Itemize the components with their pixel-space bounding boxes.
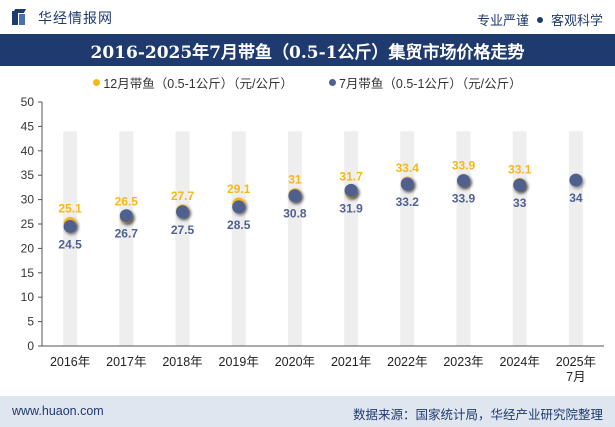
background-bar bbox=[175, 131, 190, 346]
top-header: 华经情报网 专业严谨 客观科学 bbox=[0, 0, 615, 34]
brand-name: 华经情报网 bbox=[38, 10, 113, 26]
y-tick-label: 15 bbox=[21, 266, 35, 280]
y-tick-label: 10 bbox=[21, 290, 35, 304]
footer: www.huaon.com 数据来源：国家统计局，华经产业研究院整理 bbox=[0, 396, 615, 427]
x-tick-label: 2018年 bbox=[162, 355, 202, 369]
background-bar bbox=[344, 131, 359, 346]
legend-swatch-dec-icon bbox=[93, 79, 101, 86]
data-label-dec: 33.9 bbox=[452, 159, 476, 173]
point-jul bbox=[569, 173, 583, 187]
background-bar bbox=[568, 131, 583, 346]
legend-item-dec: 12月带鱼（0.5-1公斤）（元/公斤） bbox=[93, 73, 293, 92]
footer-website-link[interactable]: www.huaon.com bbox=[12, 404, 104, 418]
tagline-left: 专业严谨 bbox=[476, 13, 529, 28]
background-bar bbox=[287, 131, 302, 346]
x-tick-label: 2025年 7月 bbox=[556, 355, 596, 384]
data-label-jul: 28.5 bbox=[227, 218, 251, 232]
y-tick-label: 35 bbox=[21, 168, 35, 182]
y-tick-label: 30 bbox=[21, 193, 35, 207]
x-tick-label: 2020年 bbox=[275, 355, 315, 369]
data-label-dec: 31 bbox=[288, 173, 302, 187]
brand-logo-icon bbox=[12, 9, 30, 27]
background-bar bbox=[119, 131, 134, 346]
x-tick-label: 2022年 bbox=[387, 355, 427, 369]
data-label-dec: 33.4 bbox=[396, 161, 420, 175]
data-label-jul: 31.9 bbox=[339, 201, 363, 215]
legend-swatch-jul-icon bbox=[328, 79, 336, 86]
point-jul bbox=[513, 178, 527, 192]
x-tick-label: 2016年 bbox=[50, 355, 90, 369]
point-jul bbox=[400, 177, 414, 191]
background-bar bbox=[63, 131, 78, 346]
y-tick-label: 25 bbox=[21, 217, 35, 231]
data-label-jul: 33.9 bbox=[452, 192, 476, 206]
point-jul bbox=[119, 209, 133, 223]
data-label-jul: 33 bbox=[513, 196, 527, 210]
x-tick-label: 2017年 bbox=[106, 355, 146, 369]
chart-title: 2016-2025年7月带鱼（0.5-1公斤）集贸市场价格走势 bbox=[90, 42, 525, 63]
data-label-dec: 25.1 bbox=[58, 202, 82, 216]
legend-label-dec: 12月带鱼（0.5-1公斤）（元/公斤） bbox=[103, 77, 293, 91]
data-label-dec: 26.5 bbox=[115, 195, 139, 209]
y-tick-label: 40 bbox=[21, 144, 35, 158]
chart-plot: 0 5 10 15 20 25 30 35 40 45 50 2016年 2017年 2018年 2019年… bbox=[21, 95, 604, 384]
title-bar: 2016-2025年7月带鱼（0.5-1公斤）集贸市场价格走势 bbox=[0, 34, 615, 66]
x-tick-label: 2019年 bbox=[219, 355, 259, 369]
data-label-jul: 24.5 bbox=[58, 237, 82, 251]
data-label-jul: 26.7 bbox=[115, 227, 139, 241]
footer-source: 数据来源：国家统计局，华经产业研究院整理 bbox=[352, 408, 603, 422]
data-label-jul: 27.5 bbox=[171, 223, 195, 237]
x-tick-label: 2024年 bbox=[500, 355, 540, 369]
point-jul bbox=[232, 200, 246, 214]
y-tick-label: 5 bbox=[27, 315, 34, 329]
legend-item-jul: 7月带鱼（0.5-1公斤）（元/公斤） bbox=[328, 73, 522, 92]
tagline: 专业严谨 客观科学 bbox=[477, 10, 603, 29]
y-tick-label: 45 bbox=[21, 119, 35, 133]
x-tick-label: 2021年 bbox=[331, 355, 371, 369]
separator-dot-icon bbox=[536, 16, 543, 23]
y-tick-label: 0 bbox=[27, 339, 34, 353]
tagline-right: 客观科学 bbox=[550, 13, 603, 28]
data-label-dec: 29.1 bbox=[227, 182, 251, 196]
background-bar bbox=[231, 131, 246, 346]
data-label-jul: 30.8 bbox=[283, 207, 307, 221]
point-jul bbox=[457, 174, 470, 188]
data-label-dec: 33.1 bbox=[508, 162, 532, 176]
data-label-jul: 34 bbox=[569, 191, 583, 205]
y-tick-label: 50 bbox=[21, 95, 35, 109]
point-jul bbox=[288, 189, 302, 203]
point-jul bbox=[344, 183, 358, 197]
x-tick-label: 2023年 bbox=[443, 355, 483, 369]
point-jul bbox=[176, 205, 189, 219]
data-label-jul: 33.2 bbox=[396, 195, 420, 209]
data-label-dec: 27.7 bbox=[171, 189, 195, 203]
y-tick-label: 20 bbox=[21, 241, 35, 255]
chart-legend: 12月带鱼（0.5-1公斤）（元/公斤） 7月带鱼（0.5-1公斤）（元/公斤） bbox=[0, 73, 615, 92]
brand[interactable]: 华经情报网 bbox=[12, 8, 113, 28]
point-jul bbox=[63, 219, 77, 233]
data-label-dec: 31.7 bbox=[339, 169, 363, 183]
legend-label-jul: 7月带鱼（0.5-1公斤）（元/公斤） bbox=[338, 77, 522, 91]
